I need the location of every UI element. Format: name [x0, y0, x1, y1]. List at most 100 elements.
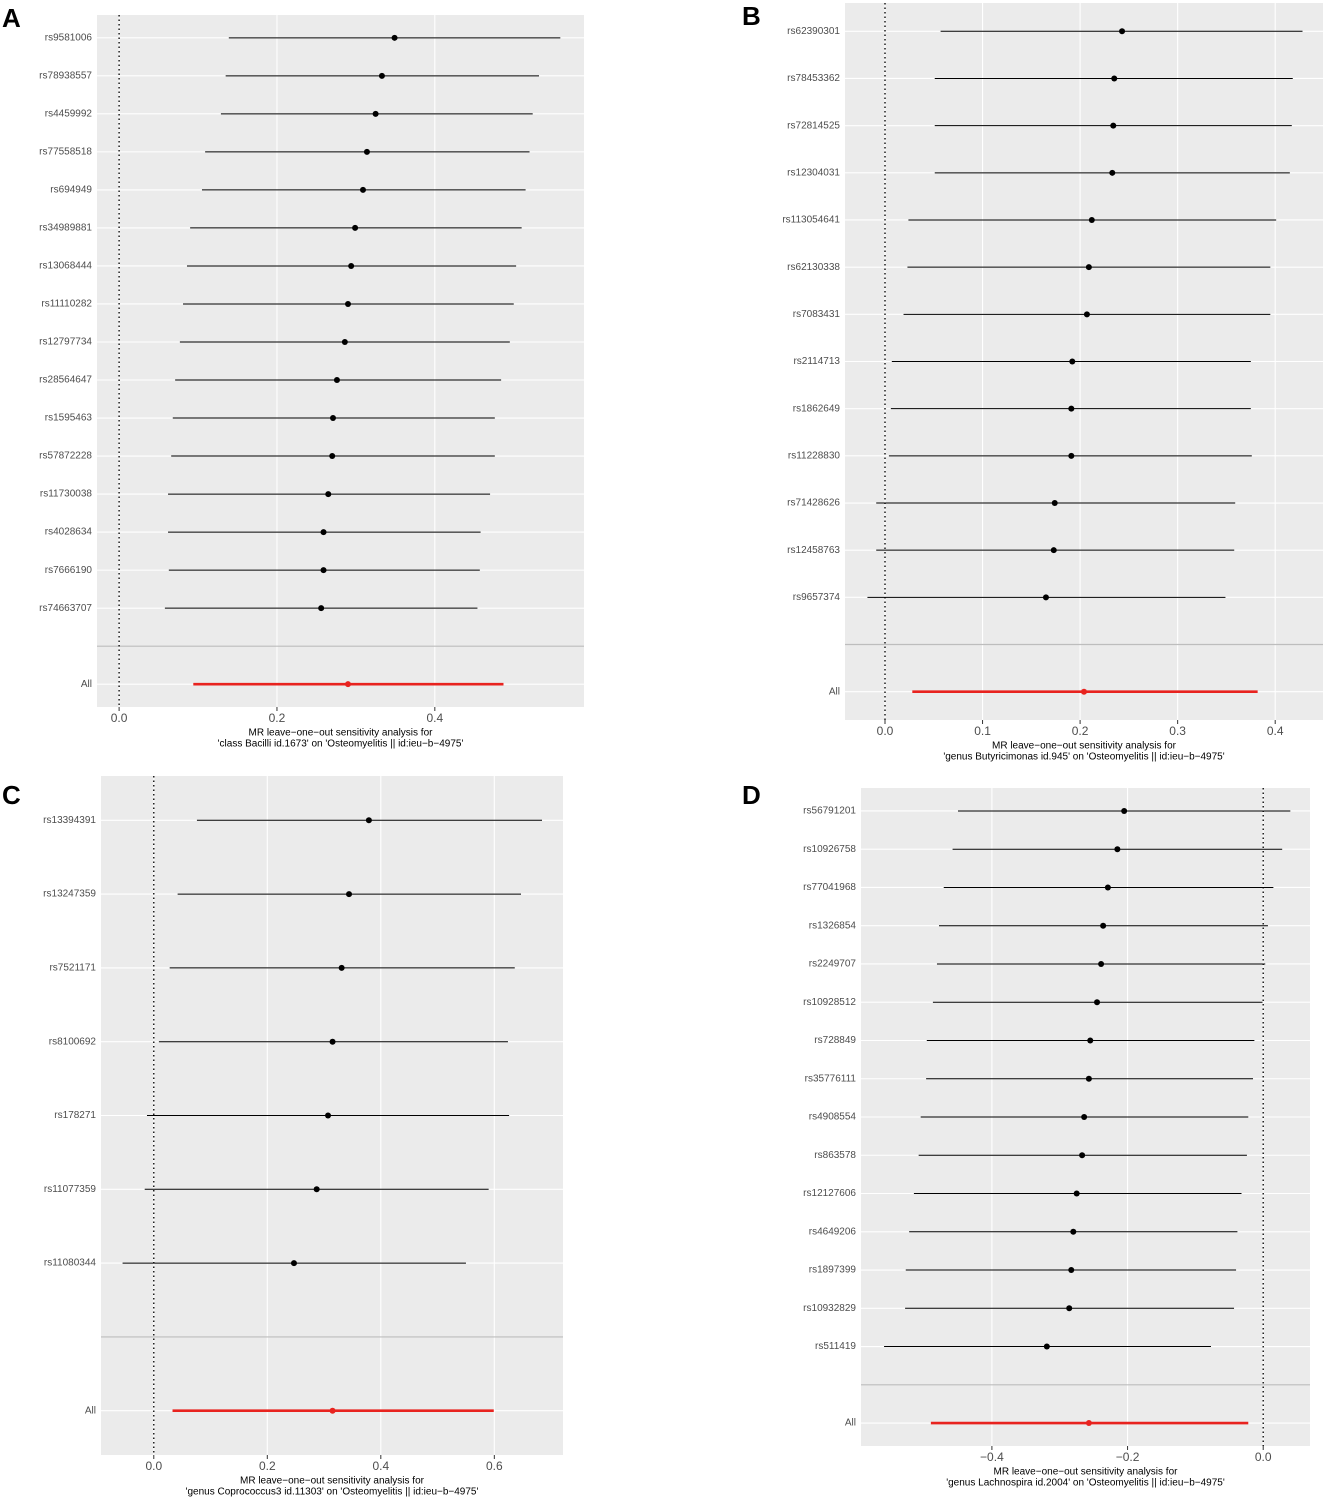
point: [341, 338, 348, 345]
category-label: rs4028634: [45, 527, 93, 538]
category-label: rs511419: [815, 1341, 856, 1352]
category-label: rs12304031: [787, 167, 840, 178]
point: [325, 1112, 332, 1119]
forest-panel: A 0.0 0.2 0.4 rs9581006 rs78938557 rs4459992 rs…: [2, 3, 584, 750]
x-tick-label: 0.0: [111, 711, 128, 725]
category-label: rs13068444: [39, 261, 92, 272]
point: [1051, 500, 1058, 507]
category-label: All: [845, 1418, 856, 1429]
category-label: rs9657374: [793, 592, 841, 603]
x-tick-label: 0.6: [486, 1459, 503, 1473]
point: [1114, 846, 1121, 853]
point: [1066, 1305, 1073, 1312]
summary-point: [344, 681, 351, 688]
point: [1042, 594, 1049, 601]
point: [1043, 1343, 1050, 1350]
point: [348, 262, 355, 269]
forest-panel: C 0.0 0.2 0.4 0.6 rs13394391 rs13247359 rs75211…: [2, 776, 563, 1497]
point: [1070, 1228, 1077, 1235]
category-label: rs113054641: [782, 215, 840, 226]
x-tick-label: 0.0: [1255, 1450, 1272, 1464]
x-tick-label: 0.0: [145, 1459, 162, 1473]
category-label: rs11228830: [788, 450, 841, 461]
point: [1085, 1075, 1092, 1082]
category-label: rs11080344: [44, 1258, 97, 1269]
point: [365, 817, 372, 824]
x-axis-title: MR leave−one−out sensitivity analysis fo…: [240, 1476, 425, 1487]
point: [1119, 28, 1126, 35]
category-label: rs13394391: [43, 815, 96, 826]
x-axis-title: MR leave−one−out sensitivity analysis fo…: [992, 741, 1177, 752]
point: [325, 491, 332, 498]
category-label: rs10932829: [803, 1303, 856, 1314]
x-tick-label: −0.2: [1116, 1450, 1140, 1464]
category-label: rs12127606: [803, 1188, 856, 1199]
point: [1068, 405, 1075, 412]
x-axis-title: 'class Bacilli id.1673' on 'Osteomyeliti…: [218, 739, 464, 750]
point: [313, 1186, 320, 1193]
x-axis-title: 'genus Lachnospira id.2004' on 'Osteomye…: [946, 1478, 1225, 1489]
category-label: rs11730038: [40, 489, 93, 500]
category-label: rs62130338: [787, 262, 840, 273]
point: [391, 34, 398, 41]
point: [363, 148, 370, 155]
point: [1100, 922, 1107, 929]
point: [344, 300, 351, 307]
x-tick-label: 0.0: [877, 724, 894, 738]
x-tick-label: 0.4: [1267, 724, 1284, 738]
x-tick-label: 0.1: [974, 724, 991, 738]
category-label: rs12797734: [39, 337, 92, 348]
category-label: rs4908554: [809, 1112, 857, 1123]
x-tick-label: −0.4: [980, 1450, 1004, 1464]
point: [1104, 884, 1111, 891]
point: [330, 415, 337, 422]
point: [329, 1038, 336, 1045]
category-label: rs1326854: [809, 920, 857, 931]
point: [1110, 122, 1117, 129]
category-label: rs35776111: [805, 1073, 857, 1084]
category-label: rs7666190: [45, 565, 93, 576]
category-label: rs8100692: [49, 1036, 97, 1047]
category-label: rs11110282: [41, 299, 92, 310]
point: [1081, 1114, 1088, 1120]
point: [333, 377, 340, 384]
category-label: rs34989881: [39, 223, 92, 234]
panel-label: D: [742, 780, 761, 810]
point: [320, 529, 327, 536]
category-label: rs56791201: [803, 806, 856, 817]
category-label: rs12458763: [787, 545, 840, 556]
x-tick-label: 0.2: [269, 711, 286, 725]
category-label: rs57872228: [39, 451, 92, 462]
plot-background: [97, 15, 584, 707]
category-label: rs863578: [814, 1150, 856, 1161]
category-label: rs178271: [54, 1110, 96, 1121]
category-label: rs728849: [814, 1035, 856, 1046]
panel-label: C: [2, 780, 21, 810]
point: [1083, 311, 1090, 318]
x-tick-label: 0.2: [1072, 724, 1089, 738]
category-label: rs10926758: [803, 844, 856, 855]
point: [1079, 1152, 1086, 1159]
category-label: rs78453362: [787, 73, 840, 84]
point: [1068, 452, 1075, 459]
x-tick-label: 0.4: [372, 1459, 389, 1473]
point: [1088, 216, 1095, 223]
point: [378, 72, 385, 79]
category-label: rs77558518: [39, 147, 92, 158]
category-label: All: [85, 1405, 96, 1416]
category-label: rs74663707: [39, 603, 92, 614]
x-axis-title: MR leave−one−out sensitivity analysis fo…: [249, 728, 434, 739]
point: [1094, 999, 1101, 1006]
category-label: rs7083431: [793, 309, 841, 320]
point: [1121, 807, 1128, 814]
category-label: rs77041968: [803, 882, 856, 893]
x-tick-label: 0.4: [426, 711, 443, 725]
point: [1085, 264, 1092, 271]
x-tick-label: 0.3: [1169, 724, 1186, 738]
summary-point: [1081, 688, 1087, 695]
category-label: rs4649206: [809, 1226, 857, 1237]
point: [1073, 1190, 1080, 1197]
x-tick-label: 0.2: [259, 1459, 276, 1473]
